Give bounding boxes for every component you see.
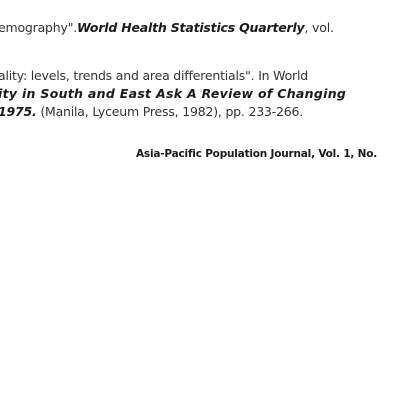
reference-line-2: ality: levels, trends and area different…	[0, 68, 308, 83]
running-footer: Asia-Pacific Population Journal, Vol. 1,…	[136, 148, 378, 160]
reference-text: , vol.	[304, 20, 334, 35]
book-title-year: 1975.	[0, 104, 37, 119]
book-title-line: ity in South and East Ask A Review of Ch…	[0, 86, 347, 101]
journal-title: World Health Statistics Quarterly	[77, 20, 305, 35]
publisher-info: (Manila, Lyceum Press, 1982), pp. 233-26…	[36, 104, 304, 119]
reference-line-1: emography".World Health Statistics Quart…	[0, 20, 334, 35]
reference-text: emography".	[0, 20, 78, 35]
reference-line-3: 1975. (Manila, Lyceum Press, 1982), pp. …	[0, 104, 303, 119]
